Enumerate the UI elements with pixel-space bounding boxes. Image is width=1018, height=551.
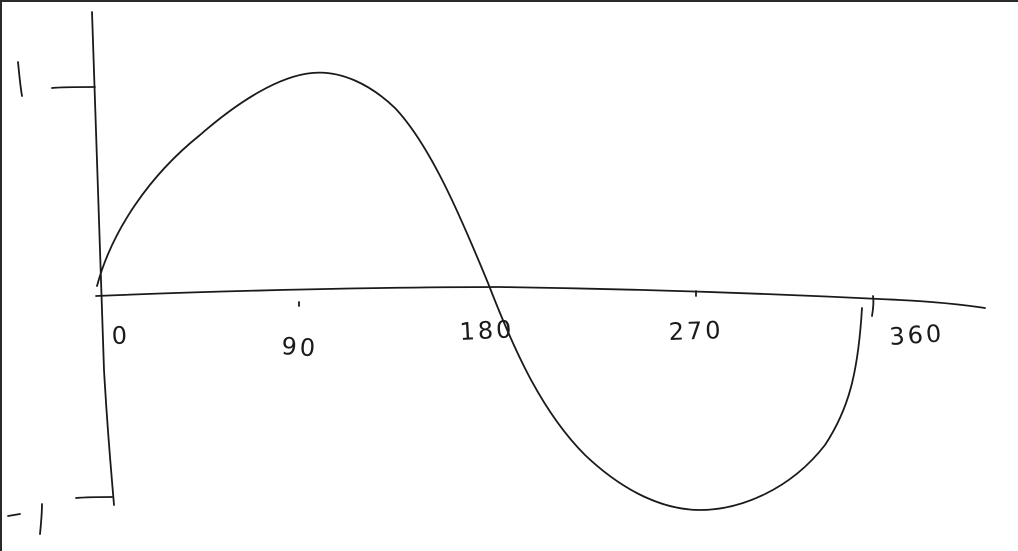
x-tick-label-90: 90 [281,332,319,362]
y-tick-mark-neg1 [75,496,113,499]
x-axis-line [95,286,986,309]
y-tick-label-neg1-minus [7,513,21,517]
x-tick-label-180: 180 [459,315,515,346]
sine-curve [96,71,863,511]
y-tick-label-neg1-one [39,503,43,535]
y-tick-mark-1 [51,86,96,89]
x-tick-label-270: 270 [668,316,724,346]
x-tick-label-360: 360 [888,319,945,351]
x-tick-label-0: 0 [111,321,130,350]
y-tick-label-1-stroke [17,61,23,97]
x-tick-mark-360 [871,295,875,317]
y-axis-line [91,11,115,506]
